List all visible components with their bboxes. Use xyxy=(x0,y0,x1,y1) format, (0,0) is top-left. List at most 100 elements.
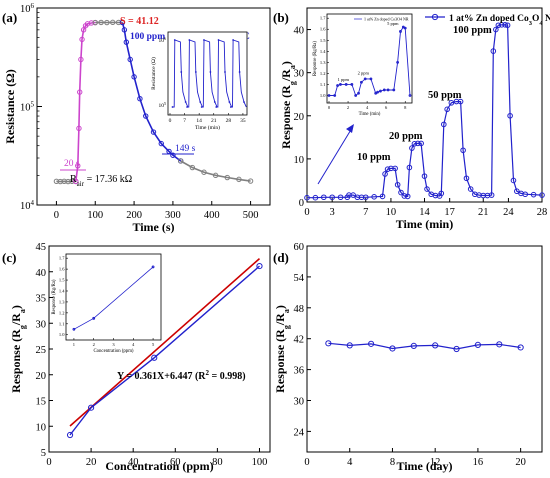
inset-y-tick-label: 1.0 xyxy=(320,93,326,98)
inset-x-tick-label: 4 xyxy=(366,105,369,110)
inset-x-tick-label: 5 xyxy=(152,342,155,347)
inset-line xyxy=(329,26,411,97)
y-axis-label-part3: ) xyxy=(273,305,287,309)
label-100ppm: 100 ppm xyxy=(453,25,492,36)
series-marker-3 xyxy=(389,345,396,352)
series-marker-13 xyxy=(382,171,388,177)
inset-marker-9 xyxy=(363,77,367,81)
inset-x-label: Time (min) xyxy=(195,124,220,131)
inset-x-label: Time (min) xyxy=(359,112,381,117)
inset-pulse-marker-22 xyxy=(213,101,216,103)
inset-x-tick-label: 14 xyxy=(196,118,202,124)
y-axis-label-part1: Response (R xyxy=(279,85,293,149)
inset-y-tick-label: 1.2 xyxy=(59,310,65,315)
panel-label: (c) xyxy=(2,250,16,265)
x-tick-label: 24 xyxy=(503,207,514,218)
inset-marker-15 xyxy=(386,88,390,92)
x-tick-label: 7 xyxy=(363,207,368,218)
inset-marker-16 xyxy=(392,88,396,92)
inset-y-tick-label: 1.5 xyxy=(59,278,65,283)
response-time-label: 20 s xyxy=(64,159,80,169)
series-marker-31 xyxy=(438,190,445,197)
y-tick-label: 20 xyxy=(294,112,305,123)
series-marker-44 xyxy=(488,192,495,198)
inset-pulse-marker-24 xyxy=(215,106,218,108)
series-line xyxy=(328,342,521,350)
panel-label: (a) xyxy=(2,10,17,25)
inset-y-tick-label: 1.7 xyxy=(320,16,326,21)
inset-marker-5 xyxy=(350,83,354,86)
inset-pulse-marker-0 xyxy=(171,106,174,108)
series-marker-22 xyxy=(409,145,415,151)
inset-pulse-marker-4 xyxy=(180,71,183,73)
y-axis-label-sub2: a xyxy=(288,65,297,69)
series-4-marker-5 xyxy=(236,176,242,183)
x-tick-label: 3 xyxy=(330,207,335,218)
x-tick-label: 14 xyxy=(419,207,430,218)
inset-pulse-marker-30 xyxy=(228,101,231,103)
series-marker-18 xyxy=(398,189,404,196)
series-4-marker-3 xyxy=(212,172,219,179)
y-axis-label-part3: ) xyxy=(279,61,293,65)
inset-marker-2 xyxy=(336,84,339,87)
x-tick-label: 40 xyxy=(128,457,139,468)
x-tick-label: 0 xyxy=(54,210,59,221)
y-axis-label-sub1: g xyxy=(282,325,291,329)
series-4-line xyxy=(180,160,251,182)
legend-part1: 1 at% Zn doped Co xyxy=(449,14,529,24)
inset-marker-7 xyxy=(357,91,360,95)
series-3-marker-4 xyxy=(131,74,137,80)
series-marker-0 xyxy=(325,340,332,347)
inset-y-label: Response (Rg/Ra) xyxy=(313,41,318,76)
x-tick-label: 4 xyxy=(347,457,353,468)
y-tick-label: 30 xyxy=(294,397,305,408)
y-tick-label: 106 xyxy=(20,2,35,15)
y-tick-label: 40 xyxy=(294,26,305,37)
y-axis-label-sub2: a xyxy=(282,309,291,313)
inset-x-tick-label: 28 xyxy=(226,118,232,124)
x-axis-label: Concentration (ppm) xyxy=(105,459,213,473)
panel-label: (b) xyxy=(273,10,289,25)
inset-x-tick-label: 0 xyxy=(328,105,331,110)
series-marker-23 xyxy=(411,141,418,147)
y-tick-label: 60 xyxy=(294,242,305,253)
series-marker-33 xyxy=(444,106,450,113)
series-marker-38 xyxy=(463,175,470,182)
series-marker-9 xyxy=(517,344,524,351)
inset-line xyxy=(73,266,154,330)
y-axis-label-sub2: a xyxy=(18,309,27,313)
x-tick-label: 17 xyxy=(444,207,455,218)
series-marker-21 xyxy=(406,164,413,171)
inset-marker-0 xyxy=(327,94,331,97)
series-marker-8 xyxy=(496,341,503,348)
series-marker-1 xyxy=(312,194,319,201)
x-tick-label: 0 xyxy=(304,457,309,468)
series-marker-14 xyxy=(384,166,391,173)
series-marker-48 xyxy=(498,22,505,28)
inset-marker-0 xyxy=(72,327,76,331)
series-marker-46 xyxy=(493,26,499,33)
inset-y-tick-label: 1.7 xyxy=(59,256,65,261)
x-tick-label: 60 xyxy=(170,457,181,468)
series-marker-39 xyxy=(467,186,474,192)
y-tick-label: 0 xyxy=(299,198,304,209)
inset-marker-2 xyxy=(151,265,155,269)
inset-pulse-marker-10 xyxy=(188,39,191,41)
y-tick-label: 42 xyxy=(294,335,305,346)
inset-y-tick-label: 1.3 xyxy=(59,299,65,304)
series-marker-16 xyxy=(392,165,398,172)
series-2-marker-2 xyxy=(104,19,110,26)
y-axis-label: Response (Rg/Ra) xyxy=(9,305,27,393)
inset-marker-11 xyxy=(374,91,378,95)
x-tick-label: 500 xyxy=(243,210,259,221)
series-marker-1 xyxy=(346,342,353,349)
legend-sub1: 3 xyxy=(529,20,533,27)
rair-value: = 17.36 kΩ xyxy=(84,174,132,185)
inset-marker-18 xyxy=(399,30,402,33)
label-20ppm: 20 ppm xyxy=(389,131,423,142)
series-marker-34 xyxy=(448,100,455,106)
series-3-marker-1 xyxy=(121,27,128,33)
series-0-marker-0 xyxy=(53,178,60,185)
inset-pulse-marker-18 xyxy=(203,39,205,41)
series-0-marker-4 xyxy=(69,178,75,185)
